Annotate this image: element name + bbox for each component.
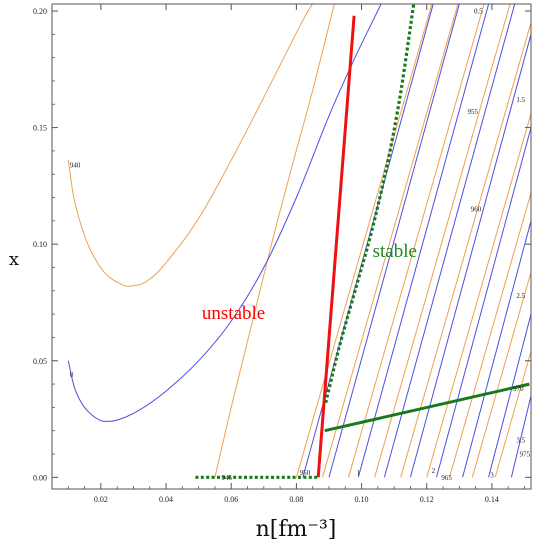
contour-label: 1: [357, 469, 361, 477]
x-tick-label: 0.10: [355, 495, 369, 504]
blue-contour-line: [436, 127, 531, 478]
contour-label: 0.5: [474, 7, 483, 15]
x-tick-label: 0.12: [420, 495, 434, 504]
contour-label: 955: [467, 108, 478, 116]
x-tick-label: 0.02: [94, 495, 108, 504]
orange-contour-line: [348, 4, 485, 478]
contour-label: 3.5: [516, 437, 525, 445]
region-annotation: stable: [373, 241, 417, 262]
blue-contour-line: [328, 4, 460, 478]
axis-ticks: 0.02 0.04 0.06 0.08 0.10 0.12 0.14 0.00 0.05 0.10…: [33, 4, 531, 504]
contour-label: 945: [221, 474, 232, 482]
blue-contours: [67, 4, 531, 478]
x-tick-label: 0.06: [224, 495, 238, 504]
blue-contour-line: [409, 34, 531, 478]
contour-label: 2: [432, 467, 436, 475]
orange-contour-line: [426, 113, 531, 478]
contour-label: 950: [300, 469, 311, 477]
contour-labels: 940 0 945 950 1 2 965 3 975 3.5 970 2.5 960 955 1.5 0.5: [70, 7, 531, 481]
orange-contours: [67, 4, 531, 478]
y-tick-label: 0.10: [33, 240, 47, 249]
region-annotation: unstable: [202, 303, 265, 324]
contour-label: 3: [490, 472, 494, 480]
orange-contour-line: [494, 351, 531, 478]
blue-contour-line: [357, 4, 490, 478]
contour-label: 0: [70, 371, 74, 379]
red-spinodal-line: [316, 15, 356, 478]
green-dotted-line: [324, 4, 416, 404]
x-axis-title: n[fm⁻³]: [256, 517, 337, 542]
orange-contour-line: [471, 271, 531, 478]
blue-contour-line: [510, 395, 531, 478]
y-tick-label: 0.00: [33, 473, 47, 482]
overlay-lines: [195, 4, 530, 479]
contour-label: 960: [471, 206, 482, 214]
contour-label: 1.5: [516, 96, 525, 104]
contour-label: 940: [70, 161, 81, 169]
y-tick-label: 0.20: [33, 7, 47, 16]
annotations: unstable stable: [202, 241, 417, 324]
orange-contour-line: [214, 4, 335, 478]
y-axis-title: x: [9, 249, 19, 270]
x-tick-label: 0.14: [485, 495, 499, 504]
orange-contour-line: [449, 192, 531, 478]
green-solid-line: [324, 382, 530, 433]
blue-contour-line: [488, 313, 531, 478]
y-tick-label: 0.15: [33, 124, 47, 133]
orange-contour-line: [400, 22, 531, 478]
contour-label: 975: [520, 451, 531, 459]
blue-contour-line: [67, 4, 382, 422]
blue-contour-line: [383, 4, 516, 478]
orange-contour-line: [322, 4, 459, 478]
contour-label: 965: [441, 474, 452, 482]
blue-contour-line: [462, 220, 531, 478]
orange-contour-line: [67, 4, 314, 287]
plot-frame: [51, 3, 532, 490]
orange-contour-line: [374, 4, 511, 478]
contour-label: 2.5: [516, 292, 525, 300]
orange-contour-line: [295, 4, 433, 478]
x-tick-label: 0.08: [289, 495, 303, 504]
x-tick-label: 0.04: [159, 495, 173, 504]
y-tick-label: 0.05: [33, 357, 47, 366]
contour-label: 970: [513, 385, 524, 393]
